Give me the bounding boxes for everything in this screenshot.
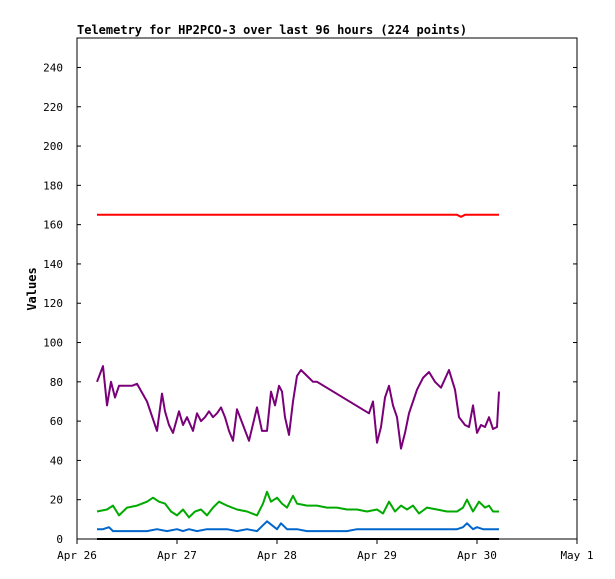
y-tick-label: 80: [50, 376, 63, 389]
x-tick-label: Apr 27: [157, 549, 197, 562]
x-tick-label: Apr 30: [457, 549, 497, 562]
series-group: [96, 213, 500, 540]
y-tick-label: 120: [43, 297, 63, 310]
y-tick-label: 220: [43, 101, 63, 114]
y-tick-label: 0: [56, 533, 63, 546]
y-axis: 0 20 40 60 80 100 120 140 160 180 200 220 240: [43, 61, 577, 546]
y-tick-label: 160: [43, 219, 63, 232]
x-axis: Apr 26 Apr 27 Apr 28 Apr 29 Apr 30 May 1: [57, 539, 594, 562]
y-tick-label: 60: [50, 415, 63, 428]
series-line-3: [97, 520, 499, 533]
series-line-1: [96, 365, 500, 450]
y-axis-label: Values: [25, 267, 39, 310]
y-tick-label: 200: [43, 140, 63, 153]
x-tick-label: Apr 26: [57, 549, 97, 562]
plot-frame: [76, 37, 578, 540]
y-tick-label: 180: [43, 179, 63, 192]
y-tick-label: 140: [43, 258, 63, 271]
x-tick-label: Apr 28: [257, 549, 297, 562]
y-tick-label: 100: [43, 337, 63, 350]
x-tick-label: May 1: [560, 549, 593, 562]
series-line-0: [97, 213, 499, 218]
series-line-2: [96, 490, 499, 519]
y-tick-label: 20: [50, 494, 63, 507]
y-tick-label: 240: [43, 61, 63, 74]
y-tick-label: 40: [50, 454, 63, 467]
chart-title: Telemetry for HP2PCO-3 over last 96 hour…: [77, 23, 467, 37]
x-tick-label: Apr 29: [357, 549, 397, 562]
